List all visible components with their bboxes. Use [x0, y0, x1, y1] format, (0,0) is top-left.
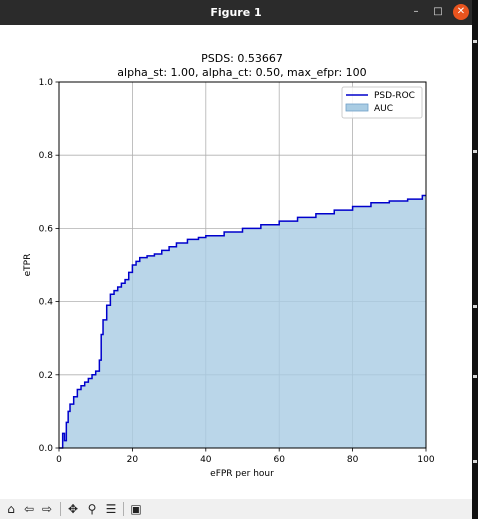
y-axis: 0.0 0.2 0.4 0.6 0.8 1.0 — [39, 78, 59, 454]
pan-button[interactable]: ✥ — [65, 501, 81, 517]
edge-mark — [473, 40, 477, 43]
y-tick-label: 0.2 — [39, 371, 53, 381]
x-tick-label: 0 — [56, 455, 62, 465]
save-button[interactable]: ▣ — [128, 501, 144, 517]
edge-mark — [473, 150, 477, 153]
toolbar-separator — [60, 502, 61, 516]
chart-subtitle: alpha_st: 1.00, alpha_ct: 0.50, max_efpr… — [117, 66, 366, 79]
edge-mark — [473, 375, 477, 378]
window-titlebar: Figure 1 – □ ✕ — [0, 0, 472, 25]
forward-icon: ⇨ — [41, 502, 53, 516]
y-tick-label: 0.4 — [39, 298, 54, 308]
y-tick-label: 0.0 — [39, 444, 54, 454]
adjacent-window-edge — [472, 0, 478, 519]
legend: PSD-ROC AUC — [341, 86, 423, 119]
window-title: Figure 1 — [210, 6, 262, 19]
forward-button[interactable]: ⇨ — [39, 501, 55, 517]
y-axis-label: eTPR — [23, 254, 33, 277]
auc-area — [59, 195, 426, 448]
back-icon: ⇦ — [23, 502, 35, 516]
close-button[interactable]: ✕ — [453, 4, 469, 20]
x-axis: 0 20 40 60 80 100 — [56, 448, 435, 465]
legend-fill-swatch — [345, 103, 369, 112]
y-tick-label: 1.0 — [39, 78, 54, 88]
toolbar-separator — [123, 502, 124, 516]
edge-mark — [473, 460, 477, 463]
home-button[interactable]: ⌂ — [3, 501, 19, 517]
x-tick-label: 80 — [347, 455, 359, 465]
figure-canvas[interactable]: PSDS: 0.53667 alpha_st: 1.00, alpha_ct: … — [0, 25, 472, 499]
edge-mark — [473, 305, 477, 308]
navigation-toolbar: ⌂ ⇦ ⇨ ✥ ⚲ ☰ ▣ — [0, 499, 472, 519]
x-tick-label: 60 — [273, 455, 285, 465]
legend-label-auc: AUC — [374, 104, 393, 114]
y-tick-label: 0.8 — [39, 151, 54, 161]
zoom-icon: ⚲ — [87, 502, 97, 516]
y-tick-label: 0.6 — [39, 224, 54, 234]
configure-subplots-button[interactable]: ☰ — [103, 501, 119, 517]
save-icon: ▣ — [130, 502, 142, 516]
x-axis-label: eFPR per hour — [210, 469, 274, 479]
back-button[interactable]: ⇦ — [21, 501, 37, 517]
home-icon: ⌂ — [7, 502, 15, 516]
plot-frame — [58, 81, 427, 449]
x-tick-label: 100 — [417, 455, 434, 465]
legend-label-psd-roc: PSD-ROC — [374, 91, 415, 101]
chart-title: PSDS: 0.53667 — [201, 52, 283, 65]
psd-roc-line — [59, 194, 426, 449]
minimize-button[interactable]: – — [413, 6, 419, 17]
maximize-button[interactable]: □ — [433, 6, 443, 17]
x-tick-label: 40 — [200, 455, 212, 465]
configure-subplots-icon: ☰ — [105, 502, 117, 516]
zoom-button[interactable]: ⚲ — [84, 501, 100, 517]
x-tick-label: 20 — [127, 455, 139, 465]
pan-icon: ✥ — [67, 502, 79, 516]
psd-roc-chart: PSDS: 0.53667 alpha_st: 1.00, alpha_ct: … — [23, 52, 435, 479]
